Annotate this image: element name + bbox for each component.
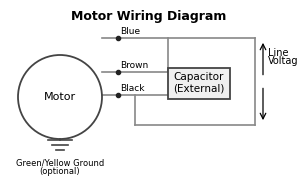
- Text: Brown: Brown: [120, 61, 148, 70]
- Text: Motor Wiring Diagram: Motor Wiring Diagram: [71, 10, 226, 23]
- Text: Voltage: Voltage: [268, 56, 297, 66]
- Bar: [168, 68, 230, 99]
- Text: Black: Black: [120, 84, 145, 93]
- Text: Green/Yellow Ground: Green/Yellow Ground: [16, 158, 104, 167]
- Text: Line: Line: [268, 48, 288, 58]
- Text: Blue: Blue: [120, 27, 140, 36]
- Text: (optional): (optional): [40, 167, 80, 176]
- Text: Motor: Motor: [44, 92, 76, 102]
- Text: (External): (External): [173, 84, 225, 94]
- Text: Capacitor: Capacitor: [174, 73, 224, 83]
